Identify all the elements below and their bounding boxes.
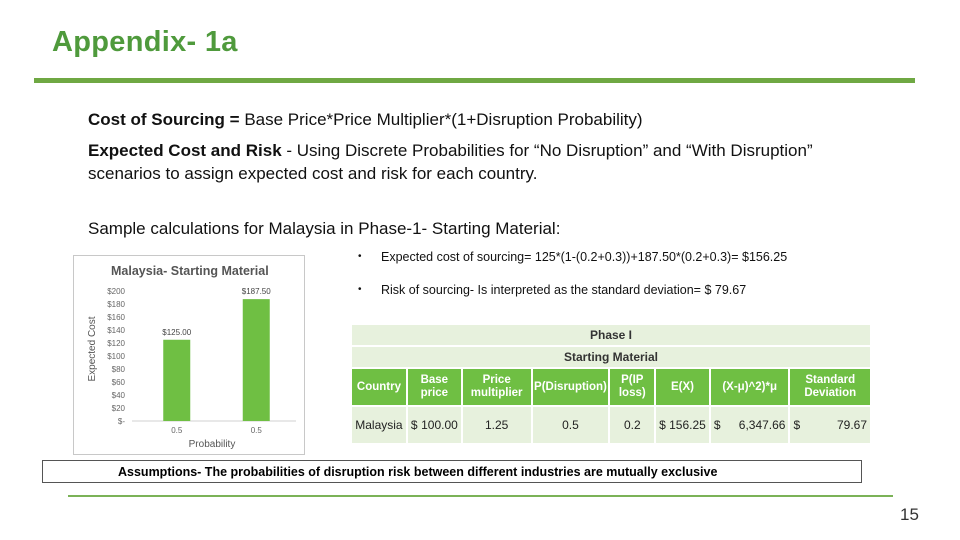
- calculation-bullets: • Expected cost of sourcing= 125*(1-(0.2…: [358, 247, 787, 313]
- table-phase-title: Phase I: [350, 323, 872, 347]
- expected-cost-text: - Using Discrete Probabilities for “No D…: [88, 141, 813, 183]
- column-header: Standard Deviation: [788, 367, 872, 407]
- cell-std-dev: $79.67: [788, 405, 872, 445]
- expected-cost-label: Expected Cost and Risk: [88, 141, 282, 160]
- chart-y-axis-label: Expected Cost: [87, 316, 98, 381]
- y-tick-label: $80: [112, 365, 126, 374]
- cell-currency: $: [793, 418, 801, 432]
- cell-base-price: $100.00: [405, 405, 463, 445]
- cell-p-disruption: 0.5: [530, 405, 611, 445]
- bullet-dot: •: [358, 284, 362, 295]
- bullet-text: Expected cost of sourcing= 125*(1-(0.2+0…: [381, 250, 788, 264]
- malaysia-chart: Malaysia- Starting Material Expected Cos…: [73, 255, 305, 455]
- cell-currency: $: [713, 418, 721, 432]
- cell-country: Malaysia: [350, 405, 408, 445]
- cell-value: 79.67: [836, 418, 867, 432]
- y-tick-label: $100: [107, 352, 125, 361]
- chart-x-axis-label: Probability: [189, 439, 236, 450]
- bar-data-label: $187.50: [242, 287, 271, 296]
- x-tick-label: 0.5: [251, 426, 263, 435]
- page-title: Appendix- 1a: [52, 26, 238, 58]
- column-header: P(Disruption): [530, 367, 611, 407]
- y-tick-label: $160: [107, 313, 125, 322]
- cell-currency: $: [410, 418, 418, 432]
- chart-svg: Malaysia- Starting Material Expected Cos…: [87, 264, 296, 450]
- bullet-dot: •: [358, 251, 362, 262]
- sample-heading: Sample calculations for Malaysia in Phas…: [88, 219, 561, 238]
- bar-data-label: $125.00: [162, 328, 191, 337]
- column-header: Price multiplier: [460, 367, 533, 407]
- page-number: 15: [900, 505, 919, 524]
- bar: [163, 339, 191, 421]
- cell-variance: $6,347.66: [708, 405, 791, 445]
- cell-multiplier: 1.25: [460, 405, 533, 445]
- cell-p-ip-loss: 0.2: [608, 405, 657, 445]
- y-tick-label: $-: [118, 417, 125, 426]
- y-tick-label: $20: [112, 404, 126, 413]
- column-header: (X-μ)^2)*μ: [708, 367, 791, 407]
- bullet-expected-cost: • Expected cost of sourcing= 125*(1-(0.2…: [358, 247, 787, 267]
- table-header-row: Country Base price Price multiplier P(Di…: [350, 367, 872, 407]
- cell-value: 100.00: [421, 418, 458, 432]
- table-row: Malaysia $100.00 1.25 0.5 0.2 $ 156.25 $…: [350, 405, 872, 445]
- chart-title: Malaysia- Starting Material: [111, 264, 269, 278]
- column-header: Country: [350, 367, 408, 407]
- x-tick-label: 0.5: [171, 426, 183, 435]
- y-tick-label: $60: [112, 378, 126, 387]
- cell-expected-value: $ 156.25: [654, 405, 711, 445]
- y-tick-label: $180: [107, 300, 125, 309]
- cost-of-sourcing-formula: Base Price*Price Multiplier*(1+Disruptio…: [239, 110, 643, 129]
- cost-of-sourcing-line: Cost of Sourcing = Base Price*Price Mult…: [88, 108, 643, 131]
- cell-value: 6,347.66: [738, 418, 786, 432]
- y-tick-label: $200: [107, 287, 125, 296]
- y-tick-label: $140: [107, 326, 125, 335]
- expected-cost-paragraph: Expected Cost and Risk - Using Discrete …: [88, 139, 848, 185]
- footer-divider: [68, 495, 893, 497]
- y-tick-label: $120: [107, 339, 125, 348]
- cost-of-sourcing-label: Cost of Sourcing =: [88, 110, 240, 129]
- table-subtitle: Starting Material: [350, 345, 872, 369]
- table-subtitle-row: Starting Material: [350, 345, 872, 369]
- column-header: Base price: [405, 367, 463, 407]
- y-tick-label: $40: [112, 391, 126, 400]
- calculation-table: Phase I Starting Material Country Base p…: [350, 323, 872, 445]
- column-header: E(X): [654, 367, 711, 407]
- title-divider: [34, 78, 915, 83]
- assumptions-box: Assumptions- The probabilities of disrup…: [42, 460, 862, 483]
- bullet-text: Risk of sourcing- Is interpreted as the …: [381, 283, 747, 297]
- bullet-risk: • Risk of sourcing- Is interpreted as th…: [358, 280, 787, 300]
- bar: [242, 299, 270, 421]
- table-phase-row: Phase I: [350, 323, 872, 347]
- column-header: P(IP loss): [608, 367, 657, 407]
